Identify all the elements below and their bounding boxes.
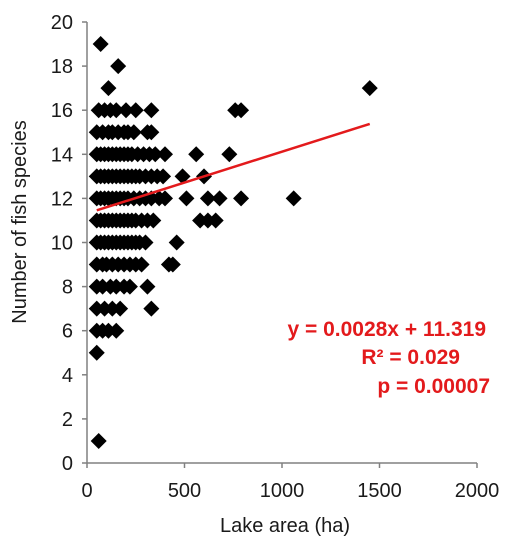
y-axis-title: Number of fish species <box>9 120 31 323</box>
data-point <box>168 234 185 251</box>
y-tick-label: 6 <box>62 321 73 343</box>
data-point <box>110 58 127 75</box>
data-points <box>88 36 378 449</box>
data-point <box>118 102 134 119</box>
data-point <box>178 190 195 207</box>
y-tick-label: 18 <box>51 56 73 78</box>
data-point <box>211 190 228 207</box>
data-point <box>188 146 205 163</box>
data-point <box>108 102 125 119</box>
r-squared-label: R² = 0.029 <box>361 346 460 369</box>
data-point <box>157 190 173 207</box>
data-point <box>139 278 156 295</box>
data-point <box>361 80 378 97</box>
trendline <box>96 122 371 212</box>
y-tick-label: 16 <box>51 100 73 122</box>
data-point <box>164 256 181 273</box>
data-point <box>221 146 238 163</box>
data-point <box>285 190 302 207</box>
y-tick-label: 20 <box>51 12 73 34</box>
data-point <box>133 256 150 273</box>
regression-equation: y = 0.0028x + 11.319 <box>287 318 486 341</box>
data-point <box>125 124 142 141</box>
data-point <box>157 146 173 163</box>
x-axis-title: Lake area (ha) <box>220 515 350 537</box>
y-tick-label: 14 <box>51 144 73 166</box>
data-point <box>233 190 250 207</box>
y-tick-label: 8 <box>62 277 73 299</box>
p-value-label: p = 0.00007 <box>377 375 490 398</box>
x-tick-label: 1500 <box>357 480 402 502</box>
data-point <box>145 212 162 229</box>
data-point <box>100 80 117 97</box>
y-tick-label: 4 <box>62 365 73 387</box>
y-tick-label: 2 <box>62 409 73 431</box>
x-tick-label: 500 <box>168 480 201 502</box>
data-point <box>143 124 160 141</box>
data-point <box>155 168 172 185</box>
y-tick-label: 12 <box>51 188 73 210</box>
data-point <box>147 146 164 163</box>
data-point <box>108 322 125 339</box>
data-point <box>174 168 191 185</box>
data-point <box>90 432 107 449</box>
y-tick-label: 10 <box>51 233 73 255</box>
y-tick-label: 0 <box>62 453 73 475</box>
data-point <box>121 278 138 295</box>
x-tick-label: 1000 <box>260 480 305 502</box>
data-point <box>88 344 105 361</box>
regression-annotation: y = 0.0028x + 11.319 R² = 0.029 p = 0.00… <box>287 318 490 398</box>
data-point <box>112 300 129 317</box>
y-axis-ticks: 0 2 4 6 8 10 12 14 16 18 20 <box>51 12 87 475</box>
data-point <box>92 36 109 53</box>
data-point <box>207 212 224 229</box>
data-point <box>143 300 160 317</box>
data-point <box>137 234 154 251</box>
x-tick-label: 0 <box>81 480 92 502</box>
data-point <box>143 102 160 119</box>
data-point <box>233 102 250 119</box>
data-point <box>127 102 144 119</box>
x-tick-label: 2000 <box>455 480 500 502</box>
data-point <box>199 190 216 207</box>
x-axis-ticks: 0 500 1000 1500 2000 <box>81 463 499 502</box>
